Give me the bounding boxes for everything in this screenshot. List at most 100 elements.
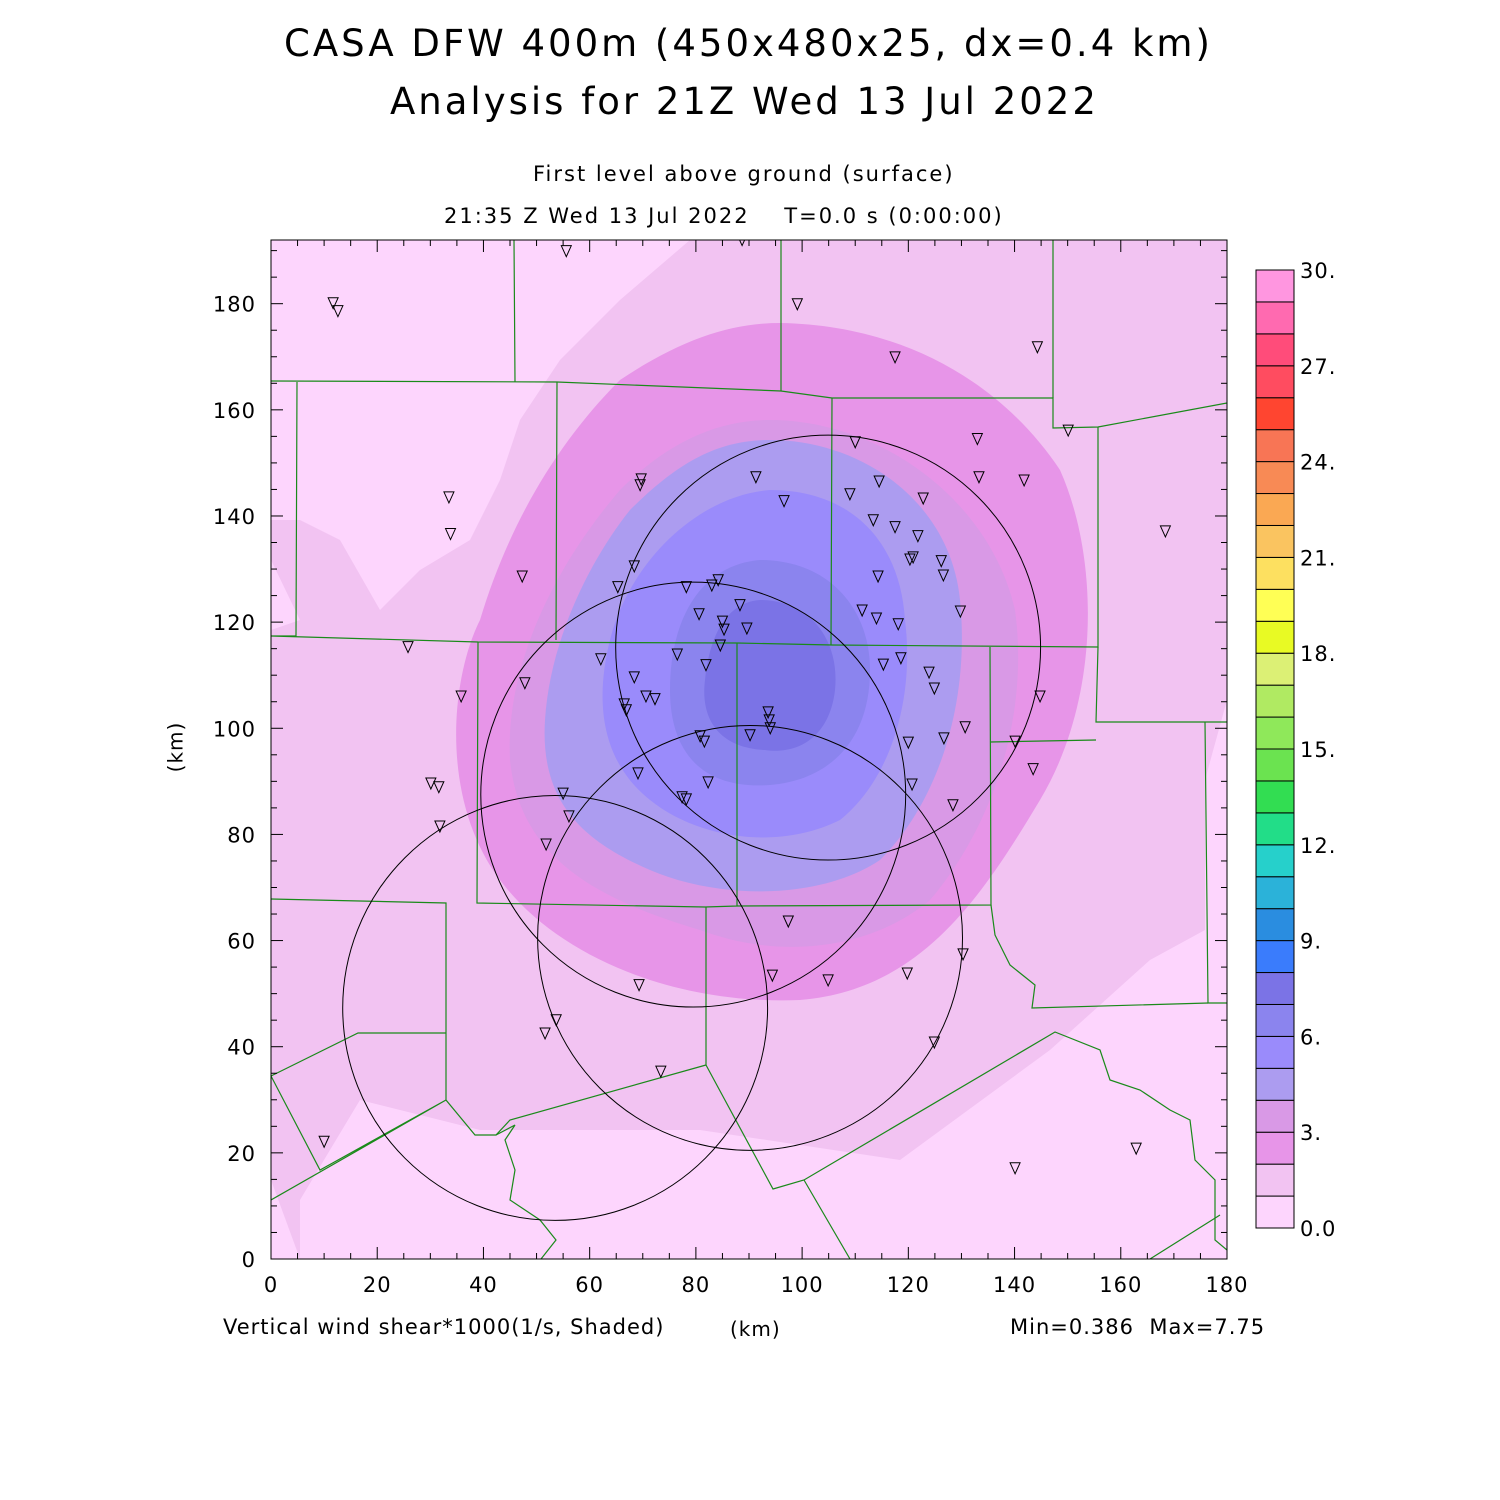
y-tick-label: 40 bbox=[227, 1036, 256, 1060]
station-marker bbox=[1130, 1142, 1142, 1156]
station-marker bbox=[1062, 424, 1074, 438]
station-marker bbox=[782, 915, 795, 929]
station-marker bbox=[889, 521, 901, 534]
colorbar-bin bbox=[1255, 524, 1295, 558]
y-tick-label: 20 bbox=[227, 1142, 256, 1166]
colorbar-bin bbox=[1255, 908, 1295, 942]
station-marker bbox=[714, 639, 727, 653]
station-marker bbox=[640, 690, 652, 704]
station-marker bbox=[443, 491, 455, 505]
station-marker bbox=[873, 475, 885, 489]
colorbar-label: 21. bbox=[1300, 546, 1336, 570]
station-marker bbox=[680, 793, 693, 807]
colorbar-label: 15. bbox=[1300, 738, 1336, 762]
x-tick-label: 40 bbox=[469, 1273, 498, 1297]
station-marker bbox=[1009, 735, 1021, 749]
station-marker bbox=[904, 553, 916, 567]
y-tick-label: 160 bbox=[213, 399, 256, 423]
station-marker bbox=[849, 436, 861, 449]
x-tick-label: 120 bbox=[887, 1273, 930, 1297]
x-tick-label: 100 bbox=[781, 1273, 824, 1297]
station-marker bbox=[791, 298, 804, 311]
colorbar: 0.0 3. 6. 9. 12. 15. 18. 21. 24. 27. 30. bbox=[1255, 259, 1336, 1241]
station-marker bbox=[957, 948, 969, 962]
station-marker bbox=[1009, 1162, 1021, 1175]
colorbar-bin bbox=[1255, 429, 1295, 463]
station-marker bbox=[540, 838, 552, 852]
station-marker bbox=[519, 677, 531, 690]
radar-range-ring bbox=[480, 581, 907, 1008]
y-tick-label: 60 bbox=[227, 930, 256, 954]
station-marker bbox=[872, 570, 884, 584]
colorbar-bin bbox=[1255, 1003, 1295, 1037]
station-marker bbox=[718, 623, 730, 637]
y-tick-label: 100 bbox=[213, 717, 256, 741]
station-marker bbox=[649, 693, 661, 706]
station-marker bbox=[1034, 690, 1046, 704]
colorbar-bin bbox=[1255, 748, 1295, 782]
station-marker bbox=[327, 297, 339, 310]
station-marker bbox=[628, 671, 641, 685]
station-marker bbox=[550, 1014, 562, 1027]
x-tick-label: 160 bbox=[1099, 1273, 1142, 1297]
station-marker bbox=[763, 714, 775, 728]
station-marker bbox=[907, 551, 919, 565]
station-marker bbox=[671, 648, 684, 662]
colorbar-bin bbox=[1255, 588, 1295, 622]
level-label: First level above ground (surface) bbox=[533, 162, 955, 186]
station-marker bbox=[902, 736, 915, 750]
colorbar-label: 24. bbox=[1300, 451, 1336, 475]
station-marker bbox=[433, 781, 445, 794]
colorbar-bin bbox=[1255, 301, 1295, 335]
colorbar-bin bbox=[1255, 620, 1295, 654]
y-tick-label: 140 bbox=[213, 505, 256, 529]
station-marker bbox=[655, 1065, 667, 1079]
colorbar-bin bbox=[1255, 844, 1295, 878]
station-marker bbox=[516, 570, 528, 584]
chart-subtitle: Analysis for 21Z Wed 13 Jul 2022 bbox=[390, 80, 1099, 123]
station-marker bbox=[620, 704, 633, 717]
station-marker bbox=[954, 605, 967, 619]
station-marker bbox=[628, 560, 641, 574]
station-marker bbox=[1031, 341, 1044, 354]
x-tick-label: 180 bbox=[1205, 1273, 1248, 1297]
x-tick-label: 140 bbox=[993, 1273, 1036, 1297]
colorbar-label: 30. bbox=[1300, 259, 1336, 283]
station-marker bbox=[632, 767, 644, 781]
y-tick-label: 180 bbox=[213, 293, 256, 317]
station-marker bbox=[455, 690, 467, 704]
station-marker bbox=[937, 569, 950, 583]
radar-range-ring bbox=[342, 795, 769, 1221]
station-marker bbox=[889, 351, 901, 365]
colorbar-label: 3. bbox=[1300, 1121, 1322, 1145]
chart-title: CASA DFW 400m (450x480x25, dx=0.4 km) bbox=[284, 22, 1213, 65]
colorbar-bin bbox=[1255, 1131, 1295, 1165]
field-label: Vertical wind shear*1000(1/s, Shaded) bbox=[223, 1315, 665, 1339]
station-marker bbox=[928, 1036, 941, 1050]
station-marker bbox=[700, 659, 712, 672]
colorbar-label: 6. bbox=[1300, 1025, 1322, 1049]
colorbar-bin bbox=[1255, 652, 1295, 686]
colorbar-label: 0.0 bbox=[1300, 1217, 1336, 1241]
station-marker bbox=[539, 1027, 551, 1041]
station-marker bbox=[892, 618, 905, 631]
radar-rings bbox=[342, 434, 1042, 1221]
station-marker bbox=[425, 777, 437, 791]
colorbar-bin bbox=[1255, 493, 1295, 526]
x-tick-label: 80 bbox=[682, 1273, 711, 1297]
colorbar-bin bbox=[1255, 1195, 1295, 1229]
station-marker bbox=[959, 721, 971, 734]
station-marker bbox=[560, 245, 573, 258]
station-marker bbox=[1018, 474, 1030, 488]
colorbar-label: 27. bbox=[1300, 355, 1336, 379]
station-marker bbox=[778, 495, 790, 508]
station-marker bbox=[633, 979, 645, 992]
colorbar-bin bbox=[1255, 333, 1295, 367]
colorbar-bin bbox=[1255, 1035, 1295, 1069]
station-marker bbox=[434, 820, 446, 834]
station-marker bbox=[844, 488, 856, 501]
county-boundaries bbox=[271, 240, 1227, 1259]
station-marker bbox=[444, 528, 457, 541]
